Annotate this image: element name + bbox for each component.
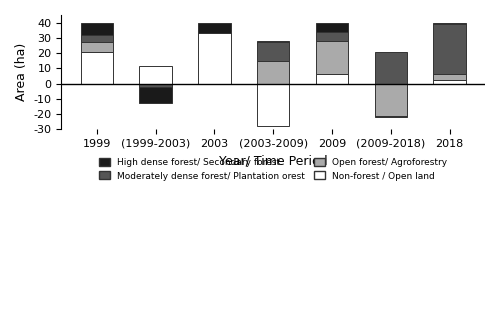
Bar [257,61,290,84]
Bar [374,52,407,84]
X-axis label: Year/ Time Period: Year/ Time Period [219,155,328,167]
Bar [198,23,230,33]
Bar [257,42,290,61]
Legend: High dense forest/ Secondary forest, Moderately dense forest/ Plantation orest, : High dense forest/ Secondary forest, Mod… [96,154,451,184]
Bar [374,116,407,117]
Bar [434,24,466,74]
Bar [140,87,172,103]
Bar [140,84,172,87]
Bar [434,74,466,81]
Bar [257,41,290,42]
Bar [316,32,348,41]
Bar [434,81,466,84]
Bar [80,23,113,35]
Bar [316,23,348,32]
Bar [198,33,230,84]
Bar [140,66,172,84]
Y-axis label: Area (ha): Area (ha) [15,43,28,101]
Bar [257,84,290,126]
Bar [80,42,113,52]
Bar [316,74,348,84]
Bar [80,35,113,42]
Bar [434,23,466,24]
Bar [374,84,407,116]
Bar [316,41,348,74]
Bar [80,52,113,84]
